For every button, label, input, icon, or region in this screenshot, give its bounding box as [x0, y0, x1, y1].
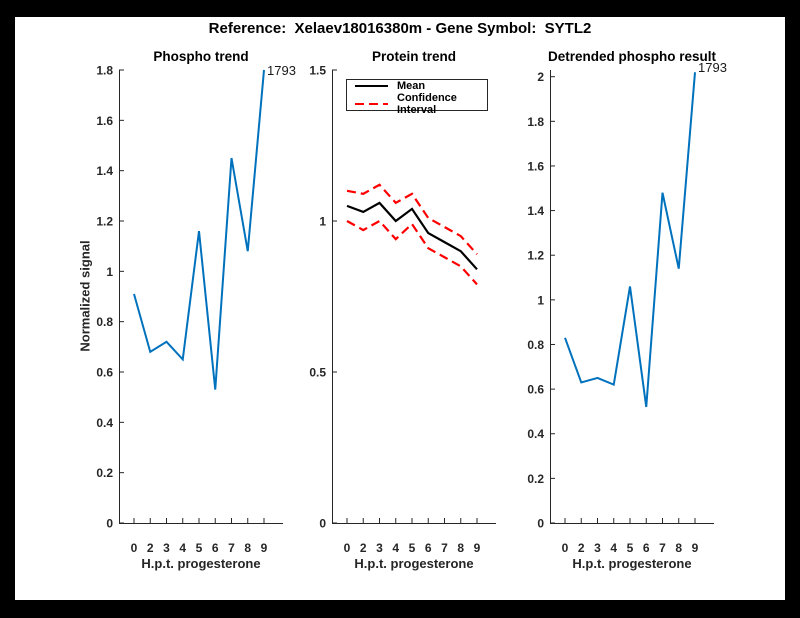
plot1-axes: 00.20.40.60.811.21.41.61.80 2 3 4 5 6 7 8 9 — [96, 64, 283, 555]
y-tick-label: 0 — [106, 517, 113, 531]
y-tick-label: 1.4 — [96, 164, 113, 178]
x-tick-label: 9 — [261, 541, 268, 555]
y-tick-label: 1 — [319, 215, 326, 229]
y-tick-label: 0.8 — [96, 315, 113, 329]
plot2-xlabel: H.p.t. progesterone — [354, 556, 474, 571]
y-tick-label: 1 — [106, 265, 113, 279]
plot2-series-2 — [346, 219, 478, 286]
y-tick-label: 1.4 — [527, 204, 544, 218]
plot3-title: Detrended phospho result — [547, 49, 717, 64]
plot2-axes: 00.511.50 2 3 4 5 6 7 8 9 — [309, 64, 496, 555]
x-tick-label: 9 — [474, 541, 481, 555]
plot3-axes: 00.20.40.60.811.21.41.61.820 2 3 4 5 6 7 8 9 — [527, 70, 714, 555]
x-tick-label: 7 — [659, 541, 666, 555]
y-tick-label: 0.4 — [527, 427, 544, 441]
y-tick-label: 0.8 — [527, 338, 544, 352]
plot1-series-0 — [133, 69, 265, 390]
y-tick-label: 0.2 — [527, 472, 544, 486]
y-tick-label: 0.4 — [96, 416, 113, 430]
x-tick-label: 6 — [212, 541, 219, 555]
x-tick-label: 5 — [409, 541, 416, 555]
x-tick-label: 9 — [692, 541, 699, 555]
y-tick-label: 1.6 — [527, 159, 544, 173]
x-tick-label: 4 — [392, 541, 399, 555]
x-tick-label: 3 — [594, 541, 601, 555]
figure-canvas — [15, 17, 785, 600]
y-tick-label: 1.5 — [309, 64, 326, 78]
x-tick-label: 5 — [627, 541, 634, 555]
legend-ci-label: Confidence Interval — [397, 92, 457, 116]
y-tick-label: 2 — [537, 70, 544, 84]
y-tick-label: 0.2 — [96, 466, 113, 480]
x-tick-label: 6 — [643, 541, 650, 555]
x-tick-label: 8 — [244, 541, 251, 555]
plot1-ylabel: Normalized signal — [77, 240, 93, 352]
x-tick-label: 8 — [675, 541, 682, 555]
x-tick-label: 5 — [196, 541, 203, 555]
x-tick-label: 7 — [441, 541, 448, 555]
legend-entry-ci: Confidence Interval — [355, 92, 487, 116]
y-tick-label: 0.6 — [527, 383, 544, 397]
plot3-series-0 — [564, 72, 696, 408]
mean-line-swatch-icon — [355, 85, 388, 87]
legend-mean-label: Mean — [397, 80, 426, 92]
x-tick-label: 8 — [457, 541, 464, 555]
y-tick-label: 0.6 — [96, 366, 113, 380]
y-tick-label: 1.2 — [527, 249, 544, 263]
plot2-series-1 — [346, 183, 478, 255]
plot2-title: Protein trend — [371, 49, 457, 64]
y-tick-label: 0.5 — [309, 366, 326, 380]
x-tick-label: 2 — [360, 541, 367, 555]
y-tick-label: 1.2 — [96, 215, 113, 229]
y-tick-label: 1.8 — [527, 115, 544, 129]
plot3-xlabel: H.p.t. progesterone — [572, 556, 692, 571]
x-tick-label: 3 — [376, 541, 383, 555]
plot2-series-0 — [346, 201, 478, 271]
y-tick-label: 0 — [319, 517, 326, 531]
x-tick-label: 2 — [147, 541, 154, 555]
x-tick-label: 4 — [610, 541, 617, 555]
x-tick-label: 0 — [562, 541, 569, 555]
legend-box: Mean Confidence Interval — [346, 79, 488, 116]
x-tick-label: 4 — [179, 541, 186, 555]
plot3-annotation: 1793 — [698, 60, 727, 75]
legend-entry-mean: Mean — [355, 80, 487, 92]
y-tick-label: 1.8 — [96, 64, 113, 78]
x-tick-label: 7 — [228, 541, 235, 555]
ci-dashed-line-swatch-icon — [355, 103, 388, 105]
y-tick-label: 1.6 — [96, 114, 113, 128]
figure-title: Reference: Xelaev18016380m - Gene Symbol… — [208, 20, 592, 37]
y-tick-label: 1 — [537, 293, 544, 307]
plot1-xlabel: H.p.t. progesterone — [141, 556, 261, 571]
plot1-title: Phospho trend — [153, 49, 249, 64]
y-tick-label: 0 — [537, 517, 544, 531]
x-tick-label: 6 — [425, 541, 432, 555]
x-tick-label: 0 — [131, 541, 138, 555]
x-tick-label: 2 — [578, 541, 585, 555]
x-tick-label: 0 — [344, 541, 351, 555]
plot1-annotation: 1793 — [267, 63, 296, 78]
x-tick-label: 3 — [163, 541, 170, 555]
